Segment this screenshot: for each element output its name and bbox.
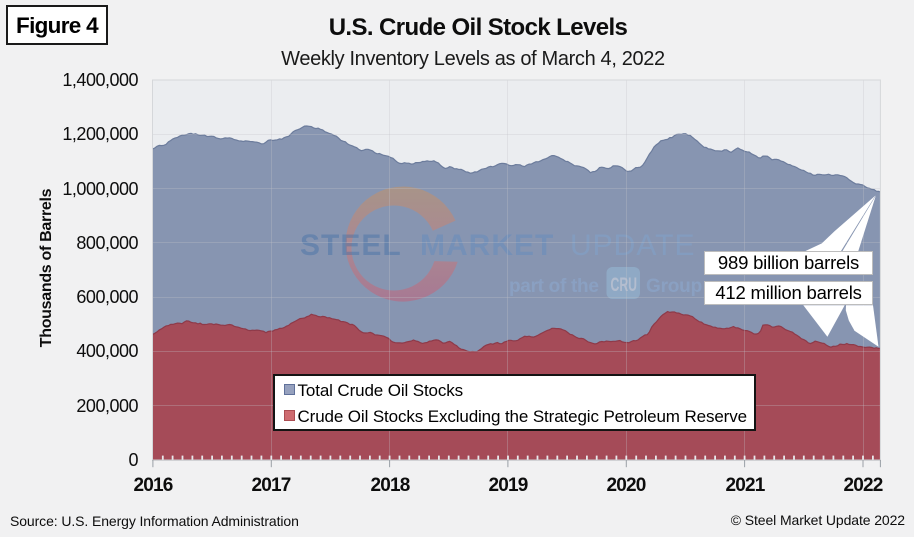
svg-text:part of the: part of the bbox=[509, 276, 599, 297]
svg-text:MARKET: MARKET bbox=[420, 229, 554, 262]
svg-text:Group: Group bbox=[646, 276, 702, 297]
svg-text:STEEL: STEEL bbox=[300, 229, 402, 262]
svg-text:CRU: CRU bbox=[611, 274, 638, 296]
svg-text:UPDATE: UPDATE bbox=[570, 229, 695, 262]
